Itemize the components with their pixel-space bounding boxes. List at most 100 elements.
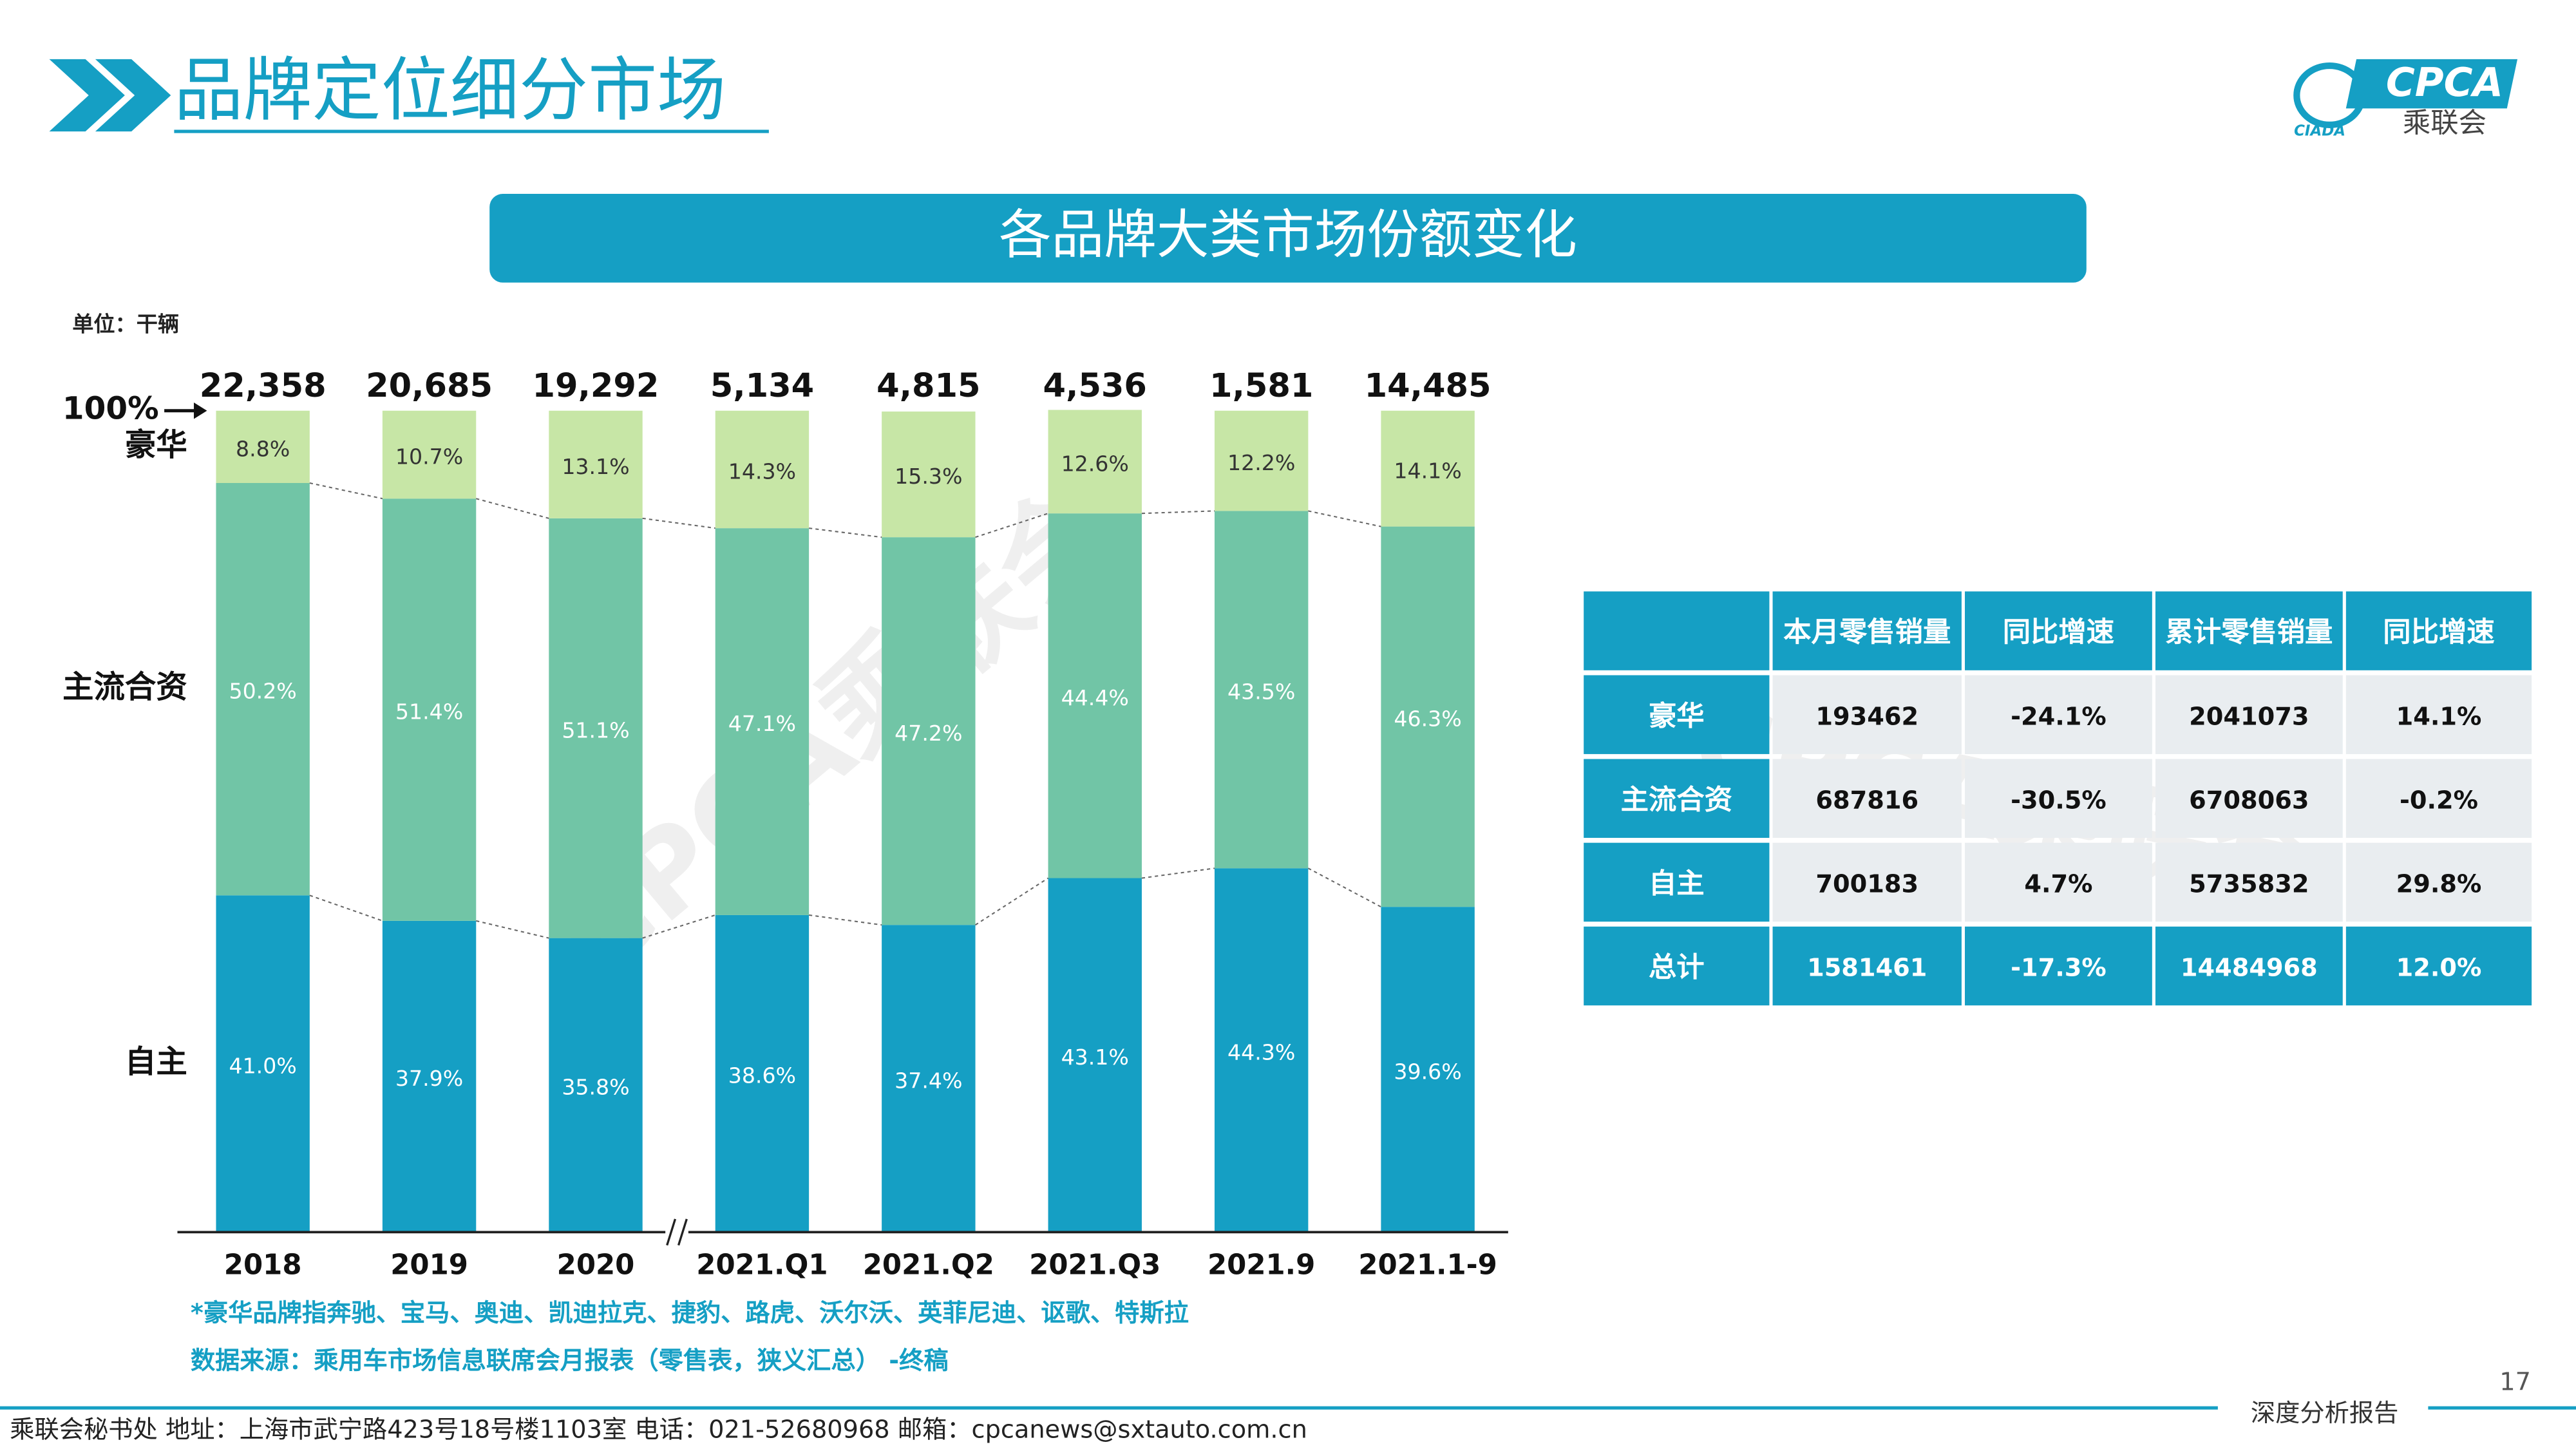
connector bbox=[1141, 867, 1215, 879]
bar-segment bbox=[382, 498, 477, 921]
chevron bbox=[49, 59, 125, 132]
bar-segment bbox=[382, 920, 477, 1233]
plot: 41.0% 50.2% 8.8% 22,358 2018 37.9% 51.4% 10.7% 2… bbox=[62, 367, 1497, 1281]
bar-segment bbox=[1214, 511, 1309, 869]
table-cell bbox=[2155, 759, 2343, 838]
x-tick-label: 2020 bbox=[557, 1249, 635, 1281]
bar-segment bbox=[715, 914, 810, 1233]
data-label: 37.9% bbox=[395, 1066, 463, 1091]
table-cell bbox=[2345, 926, 2532, 1006]
cell-text: -24.1% bbox=[2011, 702, 2107, 731]
axis-break bbox=[666, 1218, 677, 1246]
x-tick-label: 2018 bbox=[224, 1249, 302, 1281]
header-cell bbox=[1965, 591, 2152, 670]
cell-text: 主流合资 bbox=[1621, 784, 1732, 816]
connector bbox=[808, 527, 882, 538]
header-text: 本月零售销量 bbox=[1783, 616, 1951, 649]
unit-label: 单位：干辆 bbox=[72, 312, 179, 337]
bar-segment bbox=[1381, 526, 1475, 907]
cell-text: -17.3% bbox=[2011, 954, 2107, 983]
table-cell bbox=[2155, 675, 2343, 754]
bar-segment bbox=[1048, 410, 1142, 514]
note: *豪华品牌指奔驰、宝马、奥迪、凯迪拉克、捷豹、路虎、沃尔沃、英菲尼迪、讴歌、特斯… bbox=[191, 1298, 1189, 1327]
table-cell bbox=[2155, 842, 2343, 922]
header-text: 累计零售销量 bbox=[2165, 616, 2333, 649]
data-label: 13.1% bbox=[562, 454, 629, 479]
bar-segment bbox=[549, 518, 643, 938]
connector bbox=[476, 920, 549, 939]
data-label: 46.3% bbox=[1394, 706, 1461, 731]
bar-segment bbox=[382, 410, 477, 499]
data-label: 8.8% bbox=[236, 436, 290, 461]
data-label: 12.2% bbox=[1227, 450, 1295, 475]
total-label: 4,815 bbox=[876, 367, 980, 405]
cell-text: 1581461 bbox=[1807, 954, 1927, 983]
header-cell bbox=[2345, 591, 2532, 670]
cell-text: 6708063 bbox=[2189, 786, 2309, 815]
data-label: 15.3% bbox=[895, 464, 962, 489]
table-cell bbox=[1965, 675, 2152, 754]
connector bbox=[309, 895, 383, 922]
data-label: 43.1% bbox=[1061, 1045, 1129, 1070]
axis-break bbox=[677, 1218, 688, 1246]
connector bbox=[974, 877, 1049, 926]
bar-segment bbox=[216, 410, 310, 483]
cell-text: 687816 bbox=[1815, 786, 1918, 815]
cell-text: -0.2% bbox=[2400, 786, 2478, 815]
logo-box bbox=[2345, 59, 2518, 109]
cell-text: 12.0% bbox=[2396, 954, 2482, 983]
cell-text: 自主 bbox=[1649, 867, 1705, 900]
header-text: 同比增速 bbox=[2383, 616, 2494, 649]
report-tag: 深度分析报告 bbox=[2251, 1399, 2398, 1428]
bar-segment bbox=[715, 410, 810, 529]
x-tick-label: 2021.Q1 bbox=[696, 1249, 828, 1281]
total-label: 5,134 bbox=[710, 367, 814, 405]
legend-label: 主流合资 bbox=[62, 669, 187, 705]
x-tick-label: 2019 bbox=[390, 1249, 468, 1281]
connector bbox=[1307, 867, 1381, 908]
table-cell bbox=[1772, 759, 1962, 838]
total-label: 20,685 bbox=[366, 367, 493, 405]
table-cell bbox=[2345, 842, 2532, 922]
table-cell bbox=[1965, 842, 2152, 922]
header-cell bbox=[1772, 591, 1962, 670]
data-label: 14.3% bbox=[728, 459, 796, 484]
legend-label: 豪华 bbox=[125, 427, 187, 463]
data-label: 47.1% bbox=[728, 711, 796, 736]
bar-segment bbox=[1381, 907, 1475, 1233]
table-cell bbox=[1584, 926, 1770, 1006]
cell-text: -30.5% bbox=[2011, 786, 2107, 815]
total-label: 19,292 bbox=[533, 367, 659, 405]
cell-text: 700183 bbox=[1815, 870, 1918, 899]
table-cell bbox=[1772, 842, 1962, 922]
data-label: 50.2% bbox=[229, 679, 296, 704]
bar-segment bbox=[1214, 410, 1309, 511]
x-tick-label: 2021.Q3 bbox=[1029, 1249, 1160, 1281]
table-cell bbox=[1965, 926, 2152, 1006]
table-cell bbox=[2345, 759, 2532, 838]
table-cell bbox=[1772, 675, 1962, 754]
chevron bbox=[95, 59, 171, 132]
total-label: 1,581 bbox=[1209, 367, 1313, 405]
connector bbox=[808, 914, 882, 926]
bar-segment bbox=[882, 537, 976, 925]
data-label: 44.4% bbox=[1061, 685, 1129, 710]
x-tick-label: 2021.9 bbox=[1208, 1249, 1315, 1281]
footer-contact: 乘联会秘书处 地址：上海市武宁路423号18号楼1103室 电话：021-526… bbox=[10, 1415, 1307, 1444]
header-cell bbox=[2155, 591, 2343, 670]
bar-segment bbox=[216, 483, 310, 896]
connector bbox=[1308, 510, 1381, 527]
cell-text: 豪华 bbox=[1649, 700, 1705, 732]
connector bbox=[476, 498, 549, 519]
cell-text: 14484968 bbox=[2181, 954, 2318, 983]
data-label: 41.0% bbox=[229, 1053, 296, 1078]
chart-banner bbox=[489, 194, 2087, 283]
cell-text: 总计 bbox=[1649, 952, 1705, 984]
data-label: 51.4% bbox=[395, 699, 463, 724]
bar-segment bbox=[549, 938, 643, 1233]
chart-title: 各品牌大类市场份额变化 bbox=[999, 204, 1577, 265]
header-cell bbox=[1584, 591, 1770, 670]
